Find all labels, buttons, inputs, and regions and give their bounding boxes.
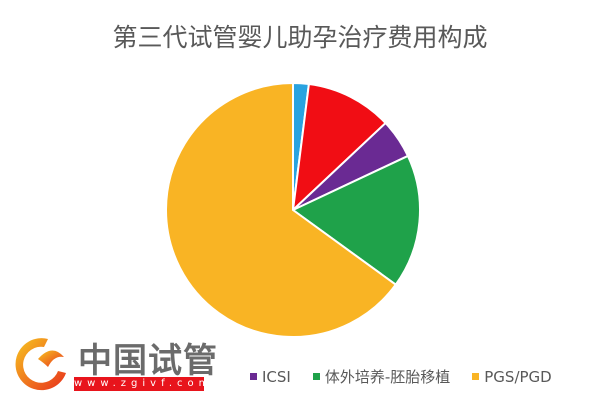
legend: ICSI 体外培养-胚胎移植 PGS/PGD	[250, 366, 552, 387]
legend-label: ICSI	[262, 367, 291, 386]
watermark-logo: 中国试管 www.zgivf.com	[8, 333, 233, 395]
watermark-name: 中国试管	[78, 341, 218, 381]
pie-slice-4	[165, 81, 398, 338]
watermark-url: www.zgivf.com	[74, 377, 214, 391]
legend-item-culture-transfer: 体外培养-胚胎移植	[312, 366, 451, 387]
pie-slice-1	[291, 82, 387, 213]
phoenix-logo-icon	[15, 338, 67, 391]
legend-label: 体外培养-胚胎移植	[324, 368, 451, 386]
legend-item-icsi: ICSI	[250, 368, 291, 386]
legend-swatch	[250, 373, 257, 380]
chart-title: 第三代试管婴儿助孕治疗费用构成	[112, 23, 488, 52]
legend-swatch	[312, 373, 320, 380]
pie-slice-3	[291, 154, 421, 287]
legend-item-pgs-pgd: PGS/PGD	[472, 367, 552, 386]
legend-swatch	[472, 373, 480, 380]
legend-label: PGS/PGD	[484, 367, 552, 386]
